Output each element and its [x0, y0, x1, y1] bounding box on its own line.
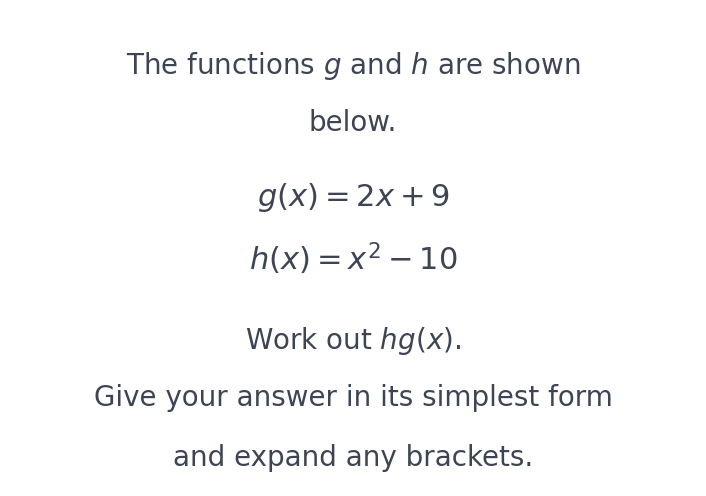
- Text: Give your answer in its simplest form: Give your answer in its simplest form: [94, 384, 612, 412]
- Text: The functions $g$ and $h$ are shown: The functions $g$ and $h$ are shown: [126, 50, 580, 82]
- Text: and expand any brackets.: and expand any brackets.: [173, 444, 533, 472]
- Text: $h(x) = x^2 - 10$: $h(x) = x^2 - 10$: [249, 241, 457, 277]
- Text: $g(x) = 2x + 9$: $g(x) = 2x + 9$: [256, 181, 450, 214]
- Text: Work out $hg(x)$.: Work out $hg(x)$.: [245, 325, 461, 357]
- Text: below.: below.: [309, 109, 397, 137]
